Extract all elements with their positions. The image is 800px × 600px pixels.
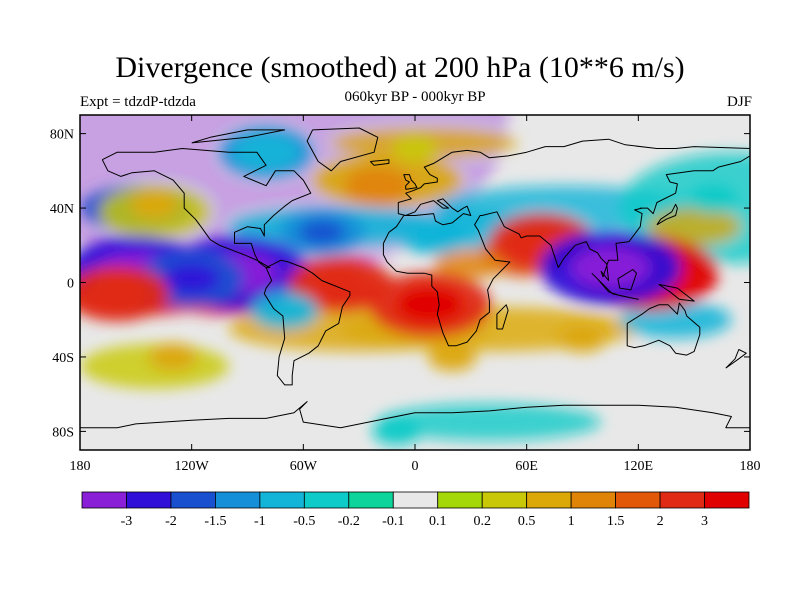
colorbar-box-4 (259, 491, 305, 509)
coastline-new-zealand (725, 349, 747, 369)
field-core-5 (396, 286, 464, 323)
colorbar-label-5: -0.2 (338, 514, 360, 529)
coastline-antarctica (80, 401, 750, 429)
field-core-4 (311, 269, 370, 300)
coastline-new-guinea (658, 283, 695, 302)
chart-subtitle: 060kyr BP - 000kyr BP (344, 89, 486, 105)
y-tick-label-0: 80N (50, 128, 74, 143)
colorbar-label-7: 0.1 (429, 514, 447, 529)
colorbar-box-0 (81, 491, 127, 509)
x-tick-label-2: 60W (290, 459, 318, 474)
field-cell-20 (372, 417, 421, 446)
colorbar-label-12: 2 (657, 514, 664, 529)
field-band-17 (433, 249, 509, 279)
colorbar-box-12 (615, 491, 661, 509)
colorbar-box-13 (659, 491, 705, 509)
chart-title: Divergence (smoothed) at 200 hPa (10**6 … (115, 51, 685, 84)
colorbar-box-14 (704, 491, 750, 509)
coastlines (80, 127, 750, 429)
coastline-africa-eurasia (382, 138, 750, 347)
coastline-madagascar (496, 304, 509, 330)
colorbar-label-6: -0.1 (382, 514, 404, 529)
coastline-arctic-islands (191, 129, 286, 144)
x-tick-label-6: 180 (740, 459, 761, 474)
coastline-australia (626, 302, 701, 356)
field-cell-12 (130, 190, 179, 219)
colorbar-label-9: 0.5 (518, 514, 536, 529)
field-cell-16 (251, 291, 319, 330)
coastline-south-america (263, 259, 351, 386)
map-axes: 180 120W 60W 0 60E 120E 180 80N 40N 0 40S 80S (50, 115, 761, 474)
y-tick-label-3: 40S (52, 351, 74, 366)
colorbar-box-5 (303, 491, 350, 509)
colorbar: -3 -2 -1.5 -1 -0.5 -0.2 -0.1 0.1 0.2 0.5 1 1.5 2 3 (81, 491, 750, 529)
colorbar-box-6 (348, 491, 394, 509)
field-core-8 (571, 247, 650, 289)
colorbar-box-3 (214, 491, 261, 509)
colorbar-box-7 (392, 491, 439, 509)
y-tick-label-1: 40N (50, 202, 74, 217)
coastline-japan (656, 203, 678, 226)
field-cell-14 (392, 135, 438, 162)
coastline-indonesia (591, 272, 639, 300)
x-tick-label-0: 180 (70, 459, 91, 474)
colorbar-box-1 (126, 491, 172, 509)
x-tick-label-1: 120W (175, 459, 210, 474)
field-cell-15 (688, 184, 737, 213)
colorbar-box-2 (170, 491, 216, 509)
colorbar-label-1: -2 (165, 514, 177, 529)
field-cell-18 (428, 342, 477, 371)
field-cell-19 (558, 324, 607, 353)
field-core-2 (163, 263, 221, 295)
colorbar-box-9 (481, 491, 528, 509)
coastline-iceland (369, 159, 390, 166)
colorbar-label-2: -1.5 (204, 514, 226, 529)
season-label: DJF (726, 94, 752, 110)
field-core-3 (88, 278, 146, 310)
y-tick-label-4: 80S (52, 425, 74, 440)
coastline-uk (403, 174, 418, 190)
coastline-north-america (101, 148, 312, 269)
colorbar-label-3: -1 (254, 514, 266, 529)
coastline-borneo (617, 269, 637, 291)
colorbar-label-8: 0.2 (473, 514, 491, 529)
y-tick-label-2: 0 (67, 277, 74, 292)
x-tick-label-3: 0 (412, 459, 419, 474)
field-cell-11 (344, 167, 412, 205)
field-core-9 (298, 219, 346, 246)
colorbar-label-0: -3 (121, 514, 133, 529)
colorbar-label-10: 1 (568, 514, 575, 529)
x-tick-label-5: 120E (624, 459, 654, 474)
colorbar-box-10 (526, 491, 572, 509)
x-tick-label-4: 60E (515, 459, 538, 474)
colorbar-label-13: 3 (701, 514, 708, 529)
colorbar-label-11: 1.5 (607, 514, 625, 529)
coastline-greenland (306, 127, 379, 172)
field-cell-13 (232, 133, 300, 171)
divergence-field (80, 115, 750, 446)
experiment-label: Expt = tdzdP-tdzda (80, 94, 196, 110)
field-cell-10 (400, 217, 468, 255)
colorbar-box-11 (570, 491, 617, 509)
colorbar-box-8 (437, 491, 483, 509)
colorbar-label-4: -0.5 (293, 514, 315, 529)
field-cell-17 (148, 342, 198, 371)
